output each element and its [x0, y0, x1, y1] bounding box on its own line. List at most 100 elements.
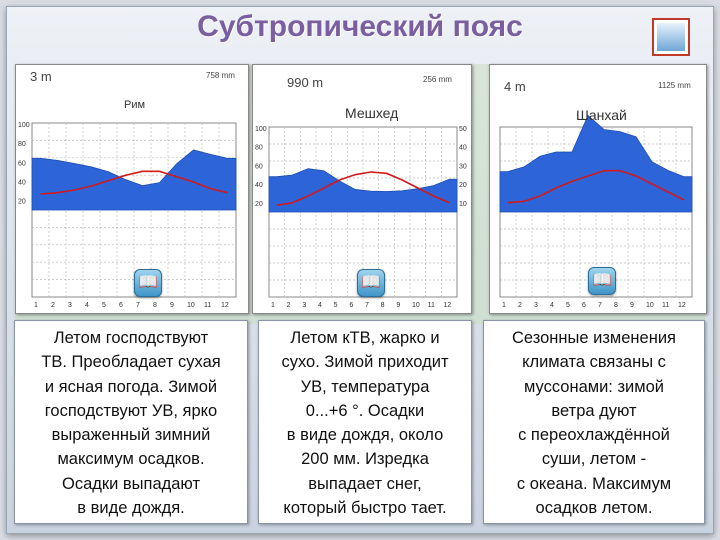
- climograph-rome: 1 2 3 4 5 6 7 8 9 10 11 12 100 80 60 40 20 3 m 758 mm Ри…: [15, 64, 249, 314]
- description-line: суши, летом -: [541, 450, 647, 469]
- month-tick: 12: [678, 302, 686, 309]
- climograph-svg: 1 2 3 4 5 6 7 8 9 10 11 12: [499, 114, 693, 309]
- description-line: УВ, температура: [300, 377, 430, 396]
- month-tick: 10: [412, 302, 420, 309]
- month-tick: 2: [518, 302, 522, 309]
- description-line: Летом кТВ, жарко и: [290, 329, 440, 347]
- month-tick: 3: [534, 302, 538, 309]
- description-line: ТВ. Преобладает сухая: [41, 353, 221, 372]
- precipitation-area: [31, 149, 237, 211]
- description-line: выраженный зимний: [51, 426, 211, 445]
- description-rome: Летом господствуют ТВ. Преобладает сухая…: [14, 320, 248, 524]
- month-tick: 11: [662, 302, 669, 309]
- book-icon[interactable]: 📖: [134, 269, 162, 297]
- city-name: Рим: [124, 99, 146, 111]
- precipitation-area: [499, 114, 693, 213]
- month-tick: 5: [566, 302, 570, 309]
- book-icon[interactable]: 📖: [357, 269, 385, 297]
- month-tick: 1: [271, 302, 275, 309]
- precip-tick: 60: [18, 160, 26, 167]
- month-tick: 7: [136, 302, 140, 309]
- annual-precipitation: 758 mm: [206, 71, 235, 80]
- description-line: Летом господствуют: [53, 329, 209, 347]
- temperature-tick: 40: [459, 145, 467, 152]
- temperature-line: [276, 171, 450, 207]
- slide-title: Субтропический пояс: [197, 10, 523, 43]
- description-line: с переохлаждённой: [518, 426, 670, 445]
- month-tick: 12: [443, 302, 451, 309]
- month-tick: 4: [318, 302, 322, 309]
- description-line: ветра дуют: [551, 401, 637, 420]
- month-tick: 2: [287, 302, 291, 309]
- description-mashhad: Летом кТВ, жарко и сухо. Зимой приходит …: [258, 320, 472, 524]
- month-tick: 1: [502, 302, 506, 309]
- precip-tick: 20: [255, 201, 263, 208]
- description-line: муссонами: зимой: [524, 377, 664, 396]
- climograph-mashhad: 1 2 3 4 5 6 7 8 9 10 11 12 100 80 60 40 20 50 40 30 20 10 990…: [252, 64, 472, 314]
- description-line: климата связаны с: [522, 353, 666, 372]
- month-tick: 5: [102, 302, 106, 309]
- temperature-tick: 10: [459, 201, 467, 208]
- month-tick: 6: [119, 302, 123, 309]
- description-shanghai: Сезонные изменения климата связаны с мус…: [483, 320, 705, 524]
- precip-tick: 100: [255, 126, 267, 133]
- precip-tick: 80: [18, 141, 26, 148]
- month-tick: 8: [614, 302, 618, 309]
- altitude-label: 4 m: [504, 79, 526, 94]
- month-tick: 7: [598, 302, 602, 309]
- month-tick: 11: [428, 302, 435, 309]
- city-name: Шанхай: [576, 107, 627, 123]
- temperature-line: [40, 170, 228, 195]
- description-line: Сезонные изменения: [512, 329, 676, 347]
- month-tick: 2: [51, 302, 55, 309]
- description-line: 200 мм. Изредка: [301, 450, 429, 469]
- month-tick: 9: [396, 302, 400, 309]
- month-tick: 7: [365, 302, 369, 309]
- month-tick: 8: [381, 302, 385, 309]
- month-tick: 6: [582, 302, 586, 309]
- temperature-tick: 50: [459, 126, 467, 133]
- description-line: который быстро тает.: [283, 499, 447, 518]
- month-tick: 12: [221, 302, 229, 309]
- month-tick: 5: [334, 302, 338, 309]
- globe-icon[interactable]: [652, 18, 690, 56]
- description-line: сухо. Зимой приходит: [281, 353, 449, 372]
- book-icon[interactable]: 📖: [588, 267, 616, 295]
- precip-tick: 40: [255, 182, 263, 189]
- month-tick: 10: [187, 302, 195, 309]
- temperature-tick: 30: [459, 163, 467, 170]
- description-line: 0...+6 °. Осадки: [305, 401, 425, 420]
- month-tick: 6: [349, 302, 353, 309]
- month-tick: 3: [302, 302, 306, 309]
- month-tick: 4: [550, 302, 554, 309]
- precip-tick: 100: [18, 122, 30, 129]
- annual-precipitation: 256 mm: [423, 75, 452, 84]
- month-tick: 10: [646, 302, 654, 309]
- description-line: в виде дождя, около: [286, 426, 444, 445]
- month-tick: 1: [34, 302, 38, 309]
- month-tick: 3: [68, 302, 72, 309]
- description-line: с океана. Максимум: [516, 474, 672, 493]
- description-line: выпадает снег,: [308, 474, 422, 493]
- description-line: максимум осадков.: [57, 450, 205, 469]
- month-tick: 11: [204, 302, 211, 309]
- climograph-shanghai: 1 2 3 4 5 6 7 8 9 10 11 12 4 m 1125 mm Шанхай 📖: [489, 64, 707, 314]
- description-line: в виде дождя.: [77, 499, 185, 518]
- month-tick: 9: [170, 302, 174, 309]
- temperature-line: [507, 169, 685, 204]
- temperature-tick: 20: [459, 182, 467, 189]
- description-line: осадков летом.: [535, 499, 653, 518]
- precip-tick: 80: [255, 145, 263, 152]
- altitude-label: 990 m: [287, 75, 324, 90]
- month-tick: 4: [85, 302, 89, 309]
- precip-tick: 20: [18, 199, 26, 206]
- annual-precipitation: 1125 mm: [658, 81, 691, 90]
- description-line: господствуют УВ, ярко: [44, 401, 218, 420]
- month-tick: 8: [153, 302, 157, 309]
- description-line: и ясная погода. Зимой: [44, 377, 218, 396]
- precip-tick: 40: [18, 179, 26, 186]
- month-tick: 9: [630, 302, 634, 309]
- precip-tick: 60: [255, 163, 263, 170]
- city-name: Мешхед: [345, 105, 399, 121]
